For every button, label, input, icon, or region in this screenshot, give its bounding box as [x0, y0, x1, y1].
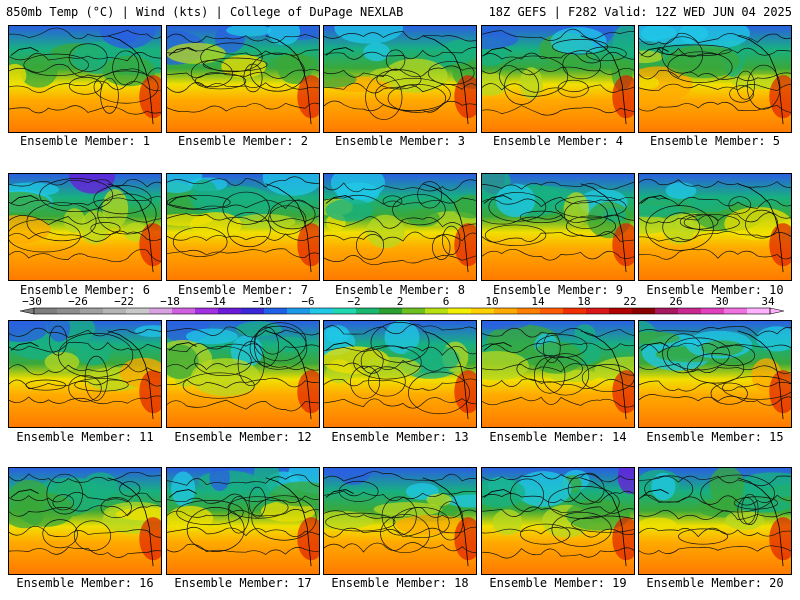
- ensemble-member-label: Ensemble Member: 14: [489, 430, 627, 444]
- ensemble-member-label: Ensemble Member: 6: [19, 283, 151, 297]
- ensemble-member-label: Ensemble Member: 13: [331, 430, 469, 444]
- colorbar-segment: [103, 308, 127, 314]
- colorbar-tick-label: 26: [669, 296, 682, 308]
- colorbar-segment: [655, 308, 679, 314]
- colorbar-segment: [471, 308, 495, 314]
- header-left-title: 850mb Temp (°C) | Wind (kts) | College o…: [6, 5, 404, 19]
- ensemble-member-map: [638, 25, 792, 133]
- colorbar-segment: [80, 308, 104, 314]
- colorbar-segment: [494, 308, 518, 314]
- colorbar-segment: [724, 308, 748, 314]
- colorbar-segment: [517, 308, 541, 314]
- colorbar-tick-label: 6: [443, 296, 450, 308]
- ensemble-member-label: Ensemble Member: 3: [334, 134, 466, 148]
- colorbar-segment: [57, 308, 81, 314]
- colorbar-tick-label: 22: [623, 296, 636, 308]
- colorbar-tick-label: 10: [485, 296, 498, 308]
- ensemble-member-map: [323, 173, 477, 281]
- colorbar-segment: [149, 308, 173, 314]
- colorbar-segment: [586, 308, 610, 314]
- ensemble-member-map: [166, 320, 320, 428]
- colorbar-segment: [609, 308, 633, 314]
- colorbar-tick-label: −6: [301, 296, 314, 308]
- colorbar-segment: [241, 308, 265, 314]
- ensemble-member-label: Ensemble Member: 2: [177, 134, 309, 148]
- colorbar-segment: [448, 308, 472, 314]
- colorbar-segment: [310, 308, 334, 314]
- ensemble-member-label: Ensemble Member: 17: [174, 576, 312, 590]
- ensemble-member-map: [638, 467, 792, 575]
- ensemble-member-label: Ensemble Member: 10: [646, 283, 784, 297]
- temperature-colorbar: −30−26−22−18−14−10−6−2261014182226303438…: [19, 296, 785, 315]
- colorbar-tick-label: −14: [206, 296, 226, 308]
- ensemble-member-label: Ensemble Member: 8: [334, 283, 466, 297]
- colorbar-tick-label: −22: [114, 296, 134, 308]
- colorbar-segment: [747, 308, 771, 314]
- ensemble-member-map: [8, 320, 162, 428]
- ensemble-member-label: Ensemble Member: 4: [492, 134, 624, 148]
- colorbar-segment: [563, 308, 587, 314]
- ensemble-member-map: [323, 467, 477, 575]
- ensemble-member-map: [323, 25, 477, 133]
- colorbar-segment: [264, 308, 288, 314]
- ensemble-member-label: Ensemble Member: 7: [177, 283, 309, 297]
- colorbar-segment: [425, 308, 449, 314]
- ensemble-member-map: [166, 467, 320, 575]
- ensemble-member-map: [166, 173, 320, 281]
- ensemble-member-label: Ensemble Member: 15: [646, 430, 784, 444]
- colorbar-tick-label: −18: [160, 296, 180, 308]
- ensemble-member-map: [638, 320, 792, 428]
- colorbar-segment: [333, 308, 357, 314]
- colorbar-segment: [172, 308, 196, 314]
- colorbar-tick-label: 30: [715, 296, 728, 308]
- colorbar-segment: [701, 308, 725, 314]
- ensemble-member-label: Ensemble Member: 11: [16, 430, 154, 444]
- colorbar-tick-label: 34: [761, 296, 775, 308]
- colorbar-tick-label: −10: [252, 296, 272, 308]
- ensemble-member-map: [8, 467, 162, 575]
- ensemble-member-map: [8, 25, 162, 133]
- ensemble-member-map: [481, 467, 635, 575]
- colorbar-segment: [287, 308, 311, 314]
- colorbar-segment: [678, 308, 702, 314]
- ensemble-member-label: Ensemble Member: 16: [16, 576, 154, 590]
- ensemble-member-label: Ensemble Member: 5: [649, 134, 781, 148]
- colorbar-segment: [379, 308, 403, 314]
- ensemble-member-label: Ensemble Member: 19: [489, 576, 627, 590]
- colorbar-segment: [356, 308, 380, 314]
- colorbar-segment: [195, 308, 219, 314]
- ensemble-member-map: [166, 25, 320, 133]
- colorbar-tick-label: 18: [577, 296, 590, 308]
- colorbar-tick-label: −26: [68, 296, 88, 308]
- ensemble-member-map: [481, 173, 635, 281]
- ensemble-member-label: Ensemble Member: 9: [492, 283, 624, 297]
- colorbar-segment: [126, 308, 150, 314]
- colorbar-tick-label: −2: [347, 296, 360, 308]
- colorbar-tick-label: 14: [531, 296, 545, 308]
- ensemble-member-map: [638, 173, 792, 281]
- colorbar-right-arrow: [769, 307, 785, 315]
- ensemble-member-map: [481, 320, 635, 428]
- ensemble-member-map: [323, 320, 477, 428]
- colorbar-segment: [402, 308, 426, 314]
- colorbar-tick-label: 2: [397, 296, 404, 308]
- colorbar-left-arrow: [19, 307, 35, 315]
- header-right-title: 18Z GEFS | F282 Valid: 12Z WED JUN 04 20…: [488, 5, 792, 19]
- ensemble-member-label: Ensemble Member: 12: [174, 430, 312, 444]
- colorbar-segment: [218, 308, 242, 314]
- colorbar-tick-label: −30: [22, 296, 42, 308]
- ensemble-member-label: Ensemble Member: 1: [19, 134, 151, 148]
- ensemble-member-map: [481, 25, 635, 133]
- ensemble-member-label: Ensemble Member: 20: [646, 576, 784, 590]
- colorbar-segment: [540, 308, 564, 314]
- colorbar-segment: [632, 308, 656, 314]
- ensemble-member-map: [8, 173, 162, 281]
- ensemble-member-label: Ensemble Member: 18: [331, 576, 469, 590]
- colorbar-segment: [34, 308, 58, 314]
